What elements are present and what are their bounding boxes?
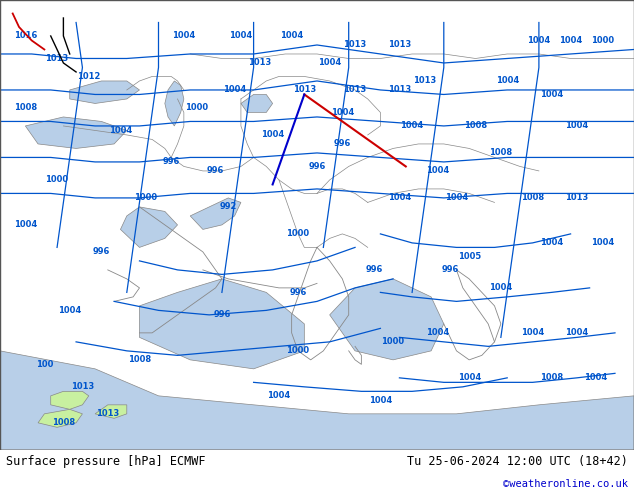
Text: 1000: 1000 xyxy=(591,36,614,45)
Text: 1004: 1004 xyxy=(591,239,614,247)
Text: 1008: 1008 xyxy=(521,194,544,202)
Text: 1004: 1004 xyxy=(458,373,481,382)
Text: 1004: 1004 xyxy=(388,194,411,202)
Text: 100: 100 xyxy=(36,360,53,369)
Text: 1008: 1008 xyxy=(489,148,512,157)
Text: 1004: 1004 xyxy=(58,306,81,315)
Text: 1004: 1004 xyxy=(496,76,519,85)
Text: 996: 996 xyxy=(93,247,110,256)
Text: 1013: 1013 xyxy=(46,54,68,63)
Text: 1004: 1004 xyxy=(261,130,284,140)
Text: 996: 996 xyxy=(441,266,459,274)
Text: 996: 996 xyxy=(308,162,326,171)
Text: 996: 996 xyxy=(162,157,180,167)
Polygon shape xyxy=(38,409,82,427)
Text: 1013: 1013 xyxy=(71,382,94,392)
Text: 1013: 1013 xyxy=(344,85,366,95)
Text: 1004: 1004 xyxy=(318,58,341,68)
Text: 1000: 1000 xyxy=(185,103,208,113)
Text: 1008: 1008 xyxy=(464,122,487,130)
Text: 1004: 1004 xyxy=(426,167,449,175)
Text: 1013: 1013 xyxy=(388,41,411,49)
Text: 1008: 1008 xyxy=(128,355,151,365)
Text: 992: 992 xyxy=(219,202,237,211)
Text: 1004: 1004 xyxy=(268,392,290,400)
Polygon shape xyxy=(190,198,241,229)
Text: 996: 996 xyxy=(289,288,307,297)
Polygon shape xyxy=(95,405,127,418)
Text: 1013: 1013 xyxy=(566,194,588,202)
Text: Surface pressure [hPa] ECMWF: Surface pressure [hPa] ECMWF xyxy=(6,455,206,468)
Polygon shape xyxy=(241,95,273,113)
Text: 996: 996 xyxy=(333,140,351,148)
Polygon shape xyxy=(70,81,139,103)
Polygon shape xyxy=(25,117,127,148)
Text: 1004: 1004 xyxy=(559,36,582,45)
Text: Tu 25-06-2024 12:00 UTC (18+42): Tu 25-06-2024 12:00 UTC (18+42) xyxy=(407,455,628,468)
Text: 1013: 1013 xyxy=(388,85,411,95)
Text: 1004: 1004 xyxy=(401,122,424,130)
Text: 1000: 1000 xyxy=(287,229,309,239)
Text: 1016: 1016 xyxy=(14,31,37,41)
Text: 1004: 1004 xyxy=(369,396,392,405)
Text: 1000: 1000 xyxy=(46,175,68,184)
Polygon shape xyxy=(330,279,444,360)
Text: ©weatheronline.co.uk: ©weatheronline.co.uk xyxy=(503,479,628,489)
Text: 1004: 1004 xyxy=(566,122,588,130)
Polygon shape xyxy=(165,81,184,126)
Text: 1000: 1000 xyxy=(134,194,157,202)
Text: 1004: 1004 xyxy=(585,373,607,382)
Text: 1004: 1004 xyxy=(521,328,544,338)
Polygon shape xyxy=(51,392,89,409)
Text: 1004: 1004 xyxy=(540,239,563,247)
Text: 1004: 1004 xyxy=(14,220,37,229)
Text: 1004: 1004 xyxy=(566,328,588,338)
Text: 1004: 1004 xyxy=(445,194,468,202)
Text: 1004: 1004 xyxy=(426,328,449,338)
Polygon shape xyxy=(0,351,634,450)
Polygon shape xyxy=(120,207,178,247)
Text: 1012: 1012 xyxy=(77,72,100,81)
Text: 1005: 1005 xyxy=(458,252,481,261)
Text: 996: 996 xyxy=(365,266,383,274)
Polygon shape xyxy=(139,279,304,369)
Text: 1004: 1004 xyxy=(230,31,252,41)
Text: 1004: 1004 xyxy=(280,31,303,41)
Text: 1013: 1013 xyxy=(293,85,316,95)
Text: 1000: 1000 xyxy=(382,337,404,346)
Text: 1000: 1000 xyxy=(287,346,309,355)
Text: 1004: 1004 xyxy=(489,283,512,293)
Text: 1013: 1013 xyxy=(96,409,119,418)
Text: 1013: 1013 xyxy=(413,76,436,85)
Text: 1004: 1004 xyxy=(172,31,195,41)
Text: 1013: 1013 xyxy=(344,41,366,49)
Text: 1013: 1013 xyxy=(249,58,271,68)
Text: 1008: 1008 xyxy=(14,103,37,113)
Text: 1008: 1008 xyxy=(52,418,75,427)
Text: 1004: 1004 xyxy=(527,36,550,45)
Text: 1004: 1004 xyxy=(223,85,246,95)
Text: 996: 996 xyxy=(213,310,231,319)
Text: 1004: 1004 xyxy=(540,90,563,99)
Text: 1004: 1004 xyxy=(331,108,354,117)
Text: 1008: 1008 xyxy=(540,373,563,382)
Text: 1004: 1004 xyxy=(109,126,132,135)
Text: 996: 996 xyxy=(207,167,224,175)
